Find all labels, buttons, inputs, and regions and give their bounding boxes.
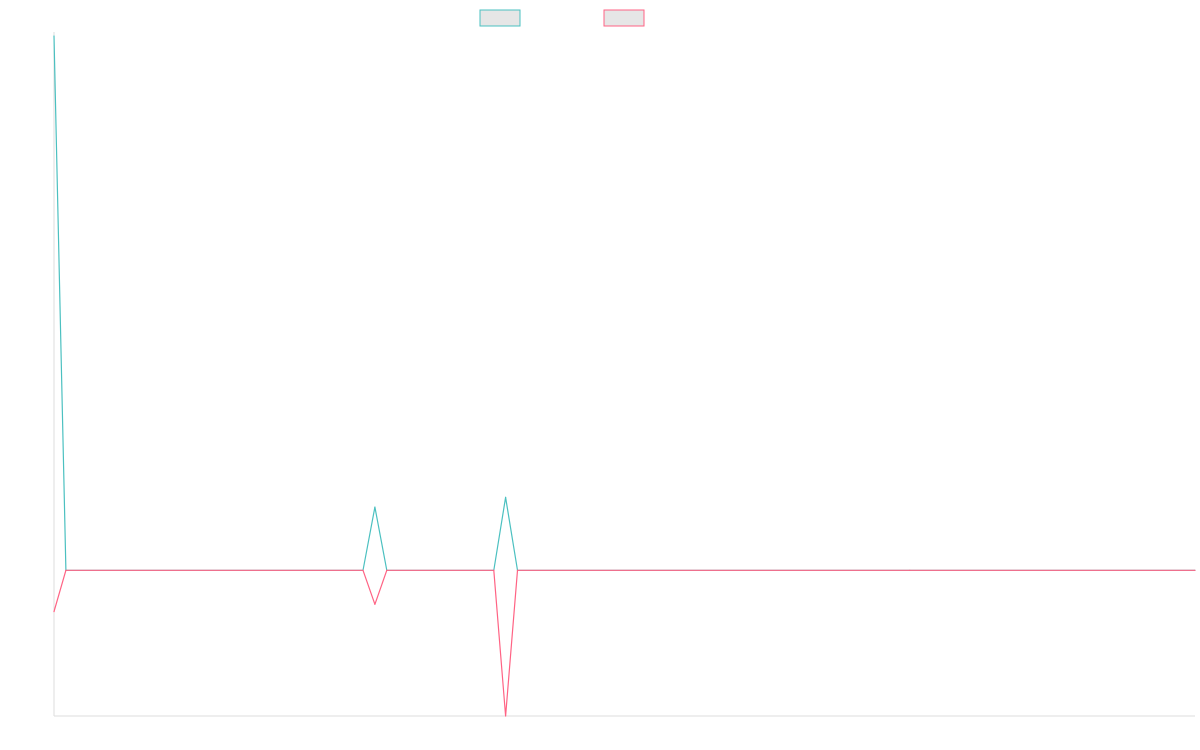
data-point-s1-1 (53, 35, 55, 37)
data-point-s2-3 (362, 569, 364, 571)
series-line-1 (53, 35, 1195, 571)
legend-swatch-2 (603, 9, 645, 27)
series-line-2 (53, 569, 1195, 717)
legend-swatch-1 (479, 9, 521, 27)
data-point-s2-8 (516, 569, 519, 571)
data-point-s1-7 (505, 496, 507, 498)
data-point-s2-7 (505, 715, 507, 717)
data-point-s2-2 (65, 569, 67, 571)
data-point-s2-1 (53, 611, 55, 613)
data-point-s1-4 (374, 506, 376, 508)
data-point-s2-5 (386, 569, 388, 571)
data-point-s2-4 (374, 603, 376, 605)
data-point-s2-10 (1194, 569, 1196, 571)
data-point-s2-9 (909, 569, 911, 571)
data-point-s2-6 (493, 569, 495, 571)
